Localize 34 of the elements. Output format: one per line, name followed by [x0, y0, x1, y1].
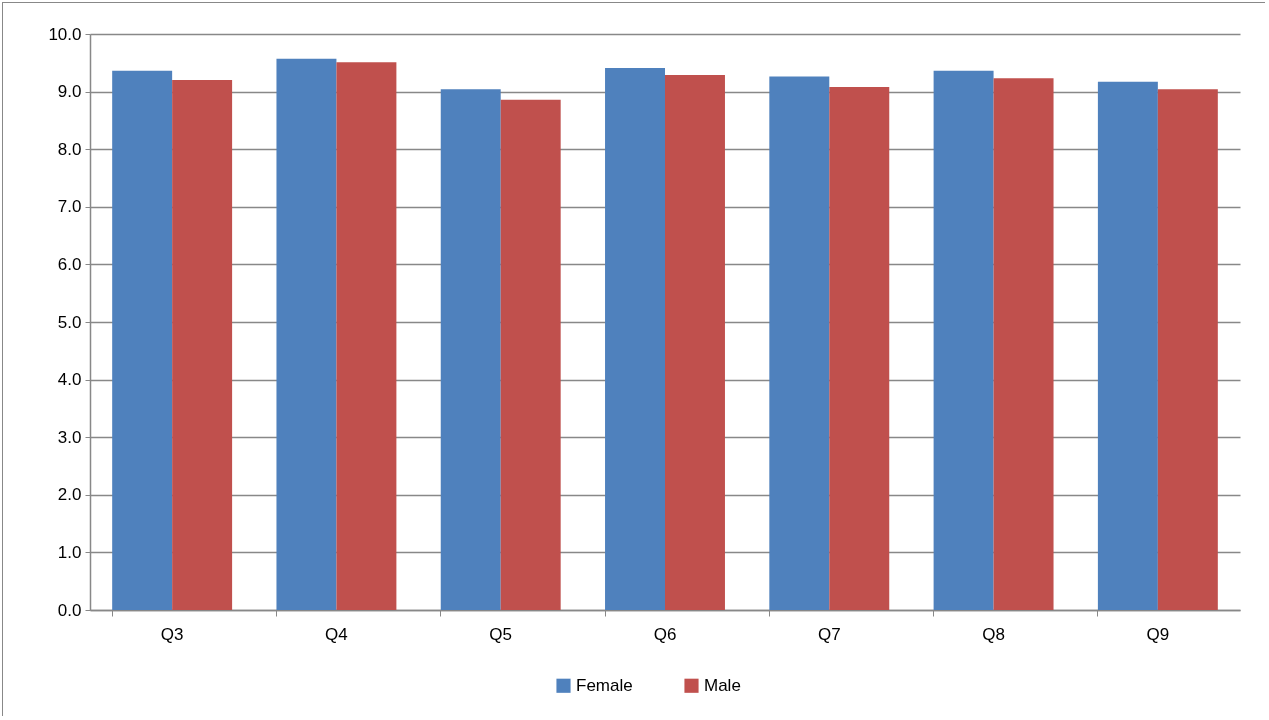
x-tick-label: Q9 [1146, 624, 1170, 644]
x-tick-label: Q5 [489, 624, 513, 644]
bar [933, 70, 994, 610]
x-tick-label: Q7 [817, 624, 841, 644]
bar [440, 89, 501, 610]
y-tick-label: 9.0 [57, 82, 82, 102]
y-tick-label: 5.0 [57, 312, 82, 332]
bar [1097, 81, 1158, 610]
y-tick-label: 2.0 [57, 485, 82, 505]
bar [276, 58, 337, 610]
y-tick-label: 4.0 [57, 370, 82, 390]
y-tick-label: 8.0 [57, 139, 82, 159]
x-tick-label: Q4 [325, 624, 348, 644]
y-tick-label: 3.0 [57, 427, 82, 447]
y-tick-label: 6.0 [57, 254, 82, 274]
x-tick-label: Q8 [982, 624, 1005, 644]
bar [1157, 89, 1218, 610]
x-tick-label: Q3 [160, 624, 184, 644]
legend-label: Male [704, 675, 741, 695]
bar [500, 99, 561, 610]
y-tick-label: 7.0 [57, 197, 82, 217]
bar [769, 76, 830, 610]
legend-label: Female [576, 675, 633, 695]
bar [993, 78, 1054, 610]
bar [605, 67, 665, 610]
bar [172, 80, 233, 610]
x-tick-label: Q6 [653, 624, 677, 644]
bar [665, 74, 725, 610]
bar [336, 62, 397, 610]
y-tick-label: 0.0 [57, 600, 82, 620]
y-tick-label: 1.0 [57, 542, 82, 562]
y-tick-label: 10.0 [48, 24, 82, 44]
bar [829, 86, 890, 610]
bar [112, 70, 173, 610]
